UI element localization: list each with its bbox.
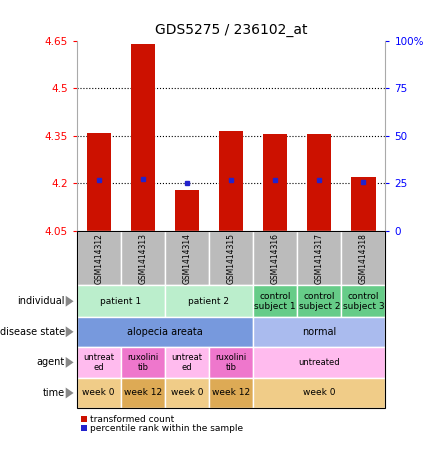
Text: control
subject 2: control subject 2 — [299, 292, 340, 311]
Text: agent: agent — [37, 357, 65, 367]
Text: GSM1414314: GSM1414314 — [183, 233, 191, 284]
Bar — [307, 134, 332, 231]
Text: control
subject 1: control subject 1 — [254, 292, 296, 311]
Text: percentile rank within the sample: percentile rank within the sample — [90, 424, 244, 433]
Text: week 0: week 0 — [82, 389, 115, 397]
Text: week 0: week 0 — [303, 389, 336, 397]
Text: GSM1414313: GSM1414313 — [138, 233, 147, 284]
Bar — [87, 133, 111, 231]
Text: control
subject 3: control subject 3 — [343, 292, 384, 311]
Text: week 0: week 0 — [171, 389, 203, 397]
Text: week 12: week 12 — [212, 389, 250, 397]
Text: untreat
ed: untreat ed — [83, 353, 114, 372]
Text: ruxolini
tib: ruxolini tib — [215, 353, 247, 372]
Bar — [131, 44, 155, 231]
Text: patient 2: patient 2 — [188, 297, 230, 306]
Text: GSM1414317: GSM1414317 — [315, 233, 324, 284]
Text: patient 1: patient 1 — [100, 297, 141, 306]
Bar — [263, 134, 287, 231]
Text: week 12: week 12 — [124, 389, 162, 397]
Text: untreat
ed: untreat ed — [171, 353, 202, 372]
Text: normal: normal — [302, 327, 336, 337]
Text: untreated: untreated — [298, 358, 340, 367]
Text: time: time — [42, 388, 65, 398]
Bar — [175, 190, 199, 231]
Text: GSM1414316: GSM1414316 — [271, 233, 279, 284]
Bar — [219, 131, 243, 231]
Text: GSM1414318: GSM1414318 — [359, 233, 368, 284]
Text: ruxolini
tib: ruxolini tib — [127, 353, 159, 372]
Text: individual: individual — [18, 296, 65, 306]
Bar — [351, 177, 375, 231]
Text: transformed count: transformed count — [90, 414, 174, 424]
Text: GSM1414315: GSM1414315 — [226, 233, 236, 284]
Text: disease state: disease state — [0, 327, 65, 337]
Text: alopecia areata: alopecia areata — [127, 327, 203, 337]
Text: GSM1414312: GSM1414312 — [94, 233, 103, 284]
Title: GDS5275 / 236102_at: GDS5275 / 236102_at — [155, 23, 307, 37]
